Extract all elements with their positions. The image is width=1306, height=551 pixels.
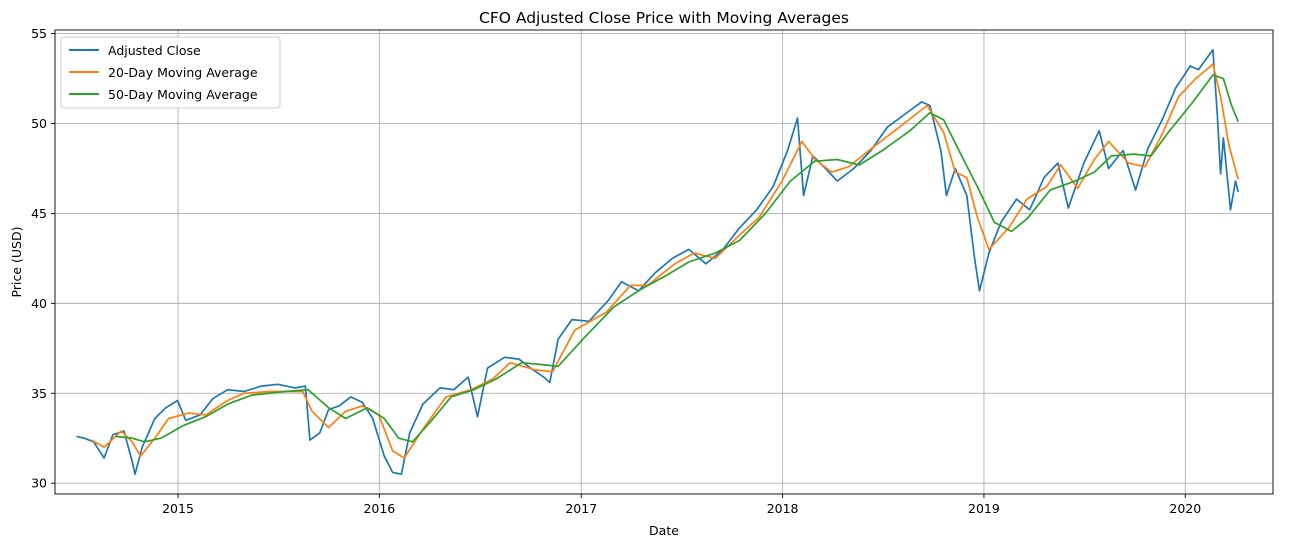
x-tick-label: 2020 — [1169, 501, 1201, 516]
y-tick-label: 50 — [31, 116, 47, 131]
legend-box — [60, 36, 281, 109]
x-tick-label: 2019 — [968, 501, 1000, 516]
y-gridlines — [55, 33, 1273, 484]
ma20-line — [90, 63, 1240, 459]
y-tick-label: 40 — [31, 296, 47, 311]
y-axis: 30 35 40 45 50 55 — [31, 26, 55, 491]
x-axis-label: Date — [649, 523, 679, 538]
ma50-line — [115, 74, 1239, 443]
y-tick-label: 45 — [31, 206, 47, 221]
chart-title: CFO Adjusted Close Price with Moving Ave… — [479, 9, 849, 27]
x-tick-label: 2016 — [363, 501, 395, 516]
x-axis: 2015 2016 2017 2018 2019 2020 — [162, 494, 1201, 516]
adjusted-close-line — [76, 48, 1240, 476]
x-tick-label: 2017 — [565, 501, 597, 516]
y-tick-label: 55 — [31, 26, 47, 41]
x-tick-label: 2015 — [162, 501, 194, 516]
y-axis-label: Price (USD) — [9, 227, 24, 298]
legend-label-adjusted-close: Adjusted Close — [108, 43, 201, 58]
legend-label-20-day-ma: 20-Day Moving Average — [108, 65, 258, 80]
legend: Adjusted Close 20-Day Moving Average 50-… — [60, 36, 281, 109]
plot-frame — [54, 29, 1274, 495]
series-layer — [76, 48, 1240, 476]
y-tick-label: 30 — [31, 476, 47, 491]
x-tick-label: 2018 — [767, 501, 799, 516]
legend-label-50-day-ma: 50-Day Moving Average — [108, 87, 258, 102]
y-tick-label: 35 — [31, 386, 47, 401]
